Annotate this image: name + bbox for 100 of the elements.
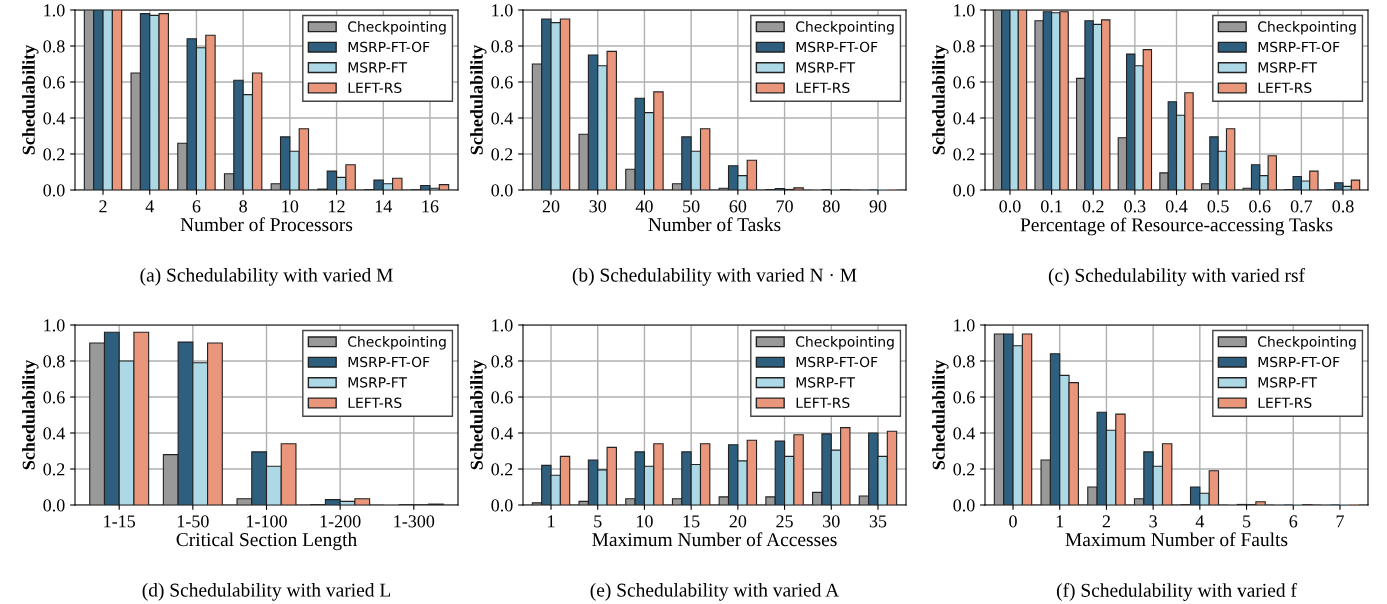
x-axis-title: Percentage of Resource-accessing Tasks <box>1020 217 1333 236</box>
x-tick-label: 0.7 <box>1290 200 1313 213</box>
legend-label: LEFT-RS <box>1258 82 1312 94</box>
legend-label: LEFT-RS <box>796 397 850 409</box>
legend-label: MSRP-FT-OF <box>1258 356 1340 368</box>
y-tick-label: 0.8 <box>43 40 65 53</box>
y-tick-label: 0.2 <box>491 148 513 161</box>
y-tick-label: 0.0 <box>43 499 65 512</box>
y-tick-label: 1.0 <box>954 319 975 332</box>
y-tick-label: 0.6 <box>491 391 513 404</box>
y-tick-label: 1.0 <box>44 4 65 17</box>
x-tick-label: 0.0 <box>999 200 1021 213</box>
x-axis-title: Critical Section Length <box>176 532 357 551</box>
legend-label: MSRP-FT <box>1258 62 1318 73</box>
legend-label: MSRP-FT <box>348 62 408 73</box>
x-tick-label: 70 <box>776 200 793 213</box>
y-axis-title: Schedulability <box>22 359 39 470</box>
x-tick-label: 50 <box>683 200 700 213</box>
y-axis-title: Schedulability <box>22 44 39 155</box>
text: (c) Schedulability with varied rsf <box>1048 268 1306 286</box>
x-tick-label: 40 <box>635 200 653 213</box>
x-tick-label: 2 <box>99 200 107 213</box>
x-tick-label: 12 <box>329 200 345 213</box>
y-tick-label: 1.0 <box>492 4 513 17</box>
x-tick-label: 25 <box>776 515 793 528</box>
y-tick-label: 0.4 <box>43 112 65 125</box>
y-tick-label: 0.2 <box>43 148 65 161</box>
legend-label: MSRP-FT <box>1258 377 1318 388</box>
legend-label: MSRP-FT <box>796 377 856 388</box>
y-tick-label: 1.0 <box>44 319 65 332</box>
x-tick-label: 80 <box>822 200 840 213</box>
legend-label: Checkpointing <box>348 21 446 35</box>
x-tick-label: 8 <box>239 200 247 213</box>
y-axis-title: Schedulability <box>470 44 487 155</box>
x-tick-label: 15 <box>683 515 700 528</box>
x-axis-title: Maximum Number of Accesses <box>592 532 837 547</box>
y-tick-label: 0.0 <box>491 499 513 512</box>
legend-label: Checkpointing <box>1258 336 1356 350</box>
y-tick-label: 0.8 <box>43 355 65 368</box>
legend-label: Checkpointing <box>348 336 446 350</box>
y-tick-label: 0.8 <box>491 355 513 368</box>
x-axis-title: Maximum Number of Faults <box>1065 532 1288 547</box>
legend-label: MSRP-FT-OF <box>796 356 878 368</box>
x-tick-label: 10 <box>282 200 299 213</box>
y-tick-label: 0.4 <box>491 427 513 440</box>
legend-label: Checkpointing <box>1258 21 1356 35</box>
x-axis-title: Number of Processors <box>180 217 353 232</box>
x-tick-label: 35 <box>869 515 887 528</box>
y-tick-label: 0.6 <box>491 76 513 89</box>
legend-label: MSRP-FT-OF <box>348 41 430 53</box>
x-tick-label: 1 <box>1056 515 1064 528</box>
x-tick-label: 0.5 <box>1207 200 1229 213</box>
x-tick-label: 10 <box>637 515 653 528</box>
y-tick-label: 0.4 <box>953 112 975 125</box>
x-tick-label: 5 <box>1243 515 1251 528</box>
text: (b) Schedulability with varied N · M <box>572 268 857 286</box>
y-tick-label: 1.0 <box>954 4 975 17</box>
x-tick-label: 1-200 <box>320 515 361 528</box>
y-tick-label: 0.0 <box>43 184 65 197</box>
x-tick-label: 3 <box>1149 515 1157 528</box>
legend-label: LEFT-RS <box>348 82 402 94</box>
text: (e) Schedulability with varied A <box>590 583 840 601</box>
legend-label: MSRP-FT <box>348 377 408 388</box>
x-tick-label: 0.1 <box>1041 200 1062 213</box>
x-tick-label: 16 <box>422 200 439 213</box>
x-tick-label: 0.2 <box>1082 200 1104 213</box>
legend-label: LEFT-RS <box>1258 397 1312 409</box>
legend-label: LEFT-RS <box>796 82 850 94</box>
y-tick-label: 0.4 <box>953 427 975 440</box>
legend-label: MSRP-FT-OF <box>796 41 878 53</box>
y-tick-label: 0.8 <box>491 40 513 53</box>
x-tick-label: 0.3 <box>1124 200 1146 213</box>
y-tick-label: 0.8 <box>953 355 975 368</box>
y-tick-label: 0.8 <box>953 40 975 53</box>
x-tick-label: 1-50 <box>177 515 209 528</box>
y-tick-label: 0.2 <box>953 148 975 161</box>
y-tick-label: 0.6 <box>953 76 975 89</box>
x-tick-label: 7 <box>1336 515 1344 528</box>
x-tick-label: 1-100 <box>247 515 287 528</box>
y-axis-title: Schedulability <box>932 359 949 470</box>
y-tick-label: 0.4 <box>491 112 513 125</box>
y-axis-title: Schedulability <box>470 359 487 470</box>
y-tick-label: 0.6 <box>953 391 975 404</box>
legend-label: MSRP-FT-OF <box>348 356 430 368</box>
legend-label: MSRP-FT <box>796 62 856 73</box>
x-tick-label: 0.6 <box>1249 200 1271 213</box>
x-tick-label: 1-15 <box>104 515 136 528</box>
x-tick-label: 20 <box>729 515 747 528</box>
text: (a) Schedulability with varied M <box>140 268 393 286</box>
x-tick-label: 6 <box>192 200 201 213</box>
y-tick-label: 0.2 <box>43 463 65 476</box>
text: (d) Schedulability with varied L <box>142 583 391 601</box>
x-tick-label: 0.8 <box>1332 200 1354 213</box>
x-tick-label: 0.4 <box>1165 200 1188 213</box>
x-tick-label: 60 <box>729 200 747 213</box>
legend-label: LEFT-RS <box>348 397 402 409</box>
x-tick-label: 14 <box>375 200 393 213</box>
y-tick-label: 0.2 <box>953 463 975 476</box>
x-tick-label: 5 <box>594 515 602 528</box>
legend-label: Checkpointing <box>796 21 894 35</box>
